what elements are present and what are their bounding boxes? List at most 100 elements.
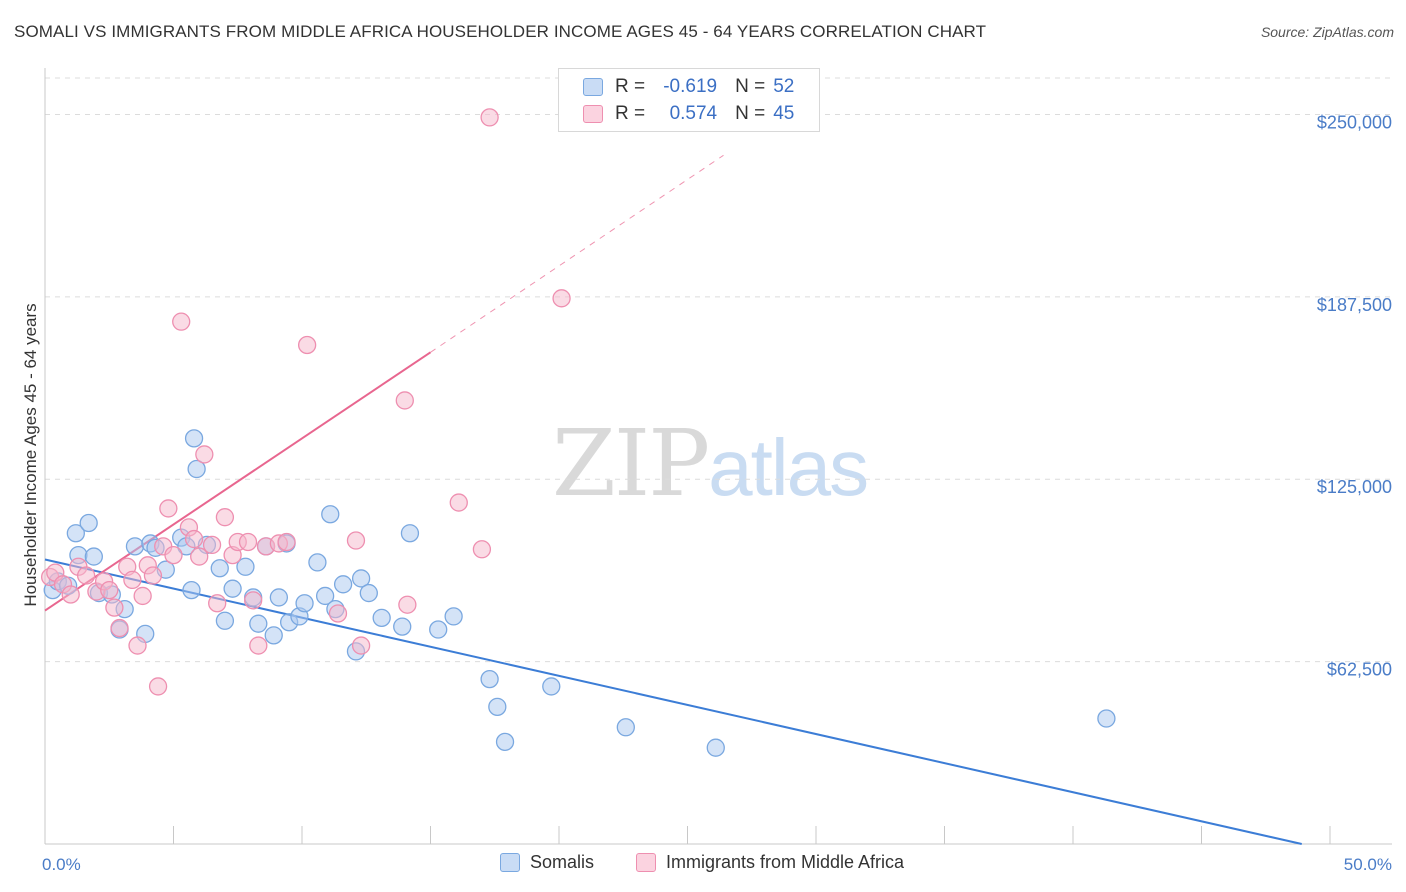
y-tick-label: $250,000 — [1317, 112, 1392, 132]
legend-n-label: N = — [735, 76, 766, 97]
legend-n-value-somalis: 52 — [773, 76, 795, 97]
data-point — [264, 626, 283, 645]
data-point — [488, 697, 507, 716]
legend-row-somalis: R = -0.619 N = 52 — [583, 74, 794, 100]
trend-lines — [44, 154, 1302, 845]
data-point — [333, 575, 353, 594]
legend-r-label: R = — [615, 76, 646, 97]
axis-labels: Householder Income Ages 45 - 64 years $6… — [21, 112, 1392, 874]
data-point — [393, 617, 412, 636]
data-point — [79, 513, 98, 533]
data-point — [208, 594, 227, 613]
data-point — [1097, 709, 1116, 728]
legend-swatch-middle-africa — [583, 105, 603, 123]
data-points — [40, 108, 1116, 757]
legend-swatch-somalis — [583, 78, 603, 96]
legend-label-middle-africa: Immigrants from Middle Africa — [666, 852, 905, 872]
data-point — [472, 540, 492, 559]
data-point — [195, 445, 214, 464]
data-point — [210, 559, 229, 578]
data-point — [249, 636, 268, 655]
data-point — [249, 614, 268, 633]
data-point — [184, 429, 204, 448]
data-point — [359, 583, 378, 603]
trend-line-extension — [430, 154, 724, 353]
legend-r-label: R = — [615, 103, 646, 124]
data-point — [236, 557, 255, 576]
data-point — [269, 588, 289, 607]
correlation-legend: R = -0.619 N = 52 R = 0.574 N = 45 — [558, 68, 820, 132]
data-point — [297, 335, 317, 355]
data-point — [480, 669, 499, 689]
legend-item-middle-africa[interactable]: Immigrants from Middle Africa — [636, 852, 904, 873]
chart-title: SOMALI VS IMMIGRANTS FROM MIDDLE AFRICA … — [14, 22, 987, 41]
data-point — [125, 537, 145, 556]
data-point — [184, 529, 204, 549]
data-point — [429, 620, 448, 639]
data-point — [133, 586, 152, 606]
data-point — [706, 738, 725, 757]
data-point — [616, 718, 635, 737]
data-point — [277, 532, 296, 552]
data-point — [315, 586, 335, 606]
source-label: Source: ZipAtlas.com — [1260, 24, 1394, 40]
data-point — [215, 611, 235, 630]
data-point — [110, 618, 129, 638]
series-legend: Somalis Immigrants from Middle Africa — [0, 852, 1406, 878]
y-tick-label: $187,500 — [1317, 295, 1392, 315]
legend-label-somalis: Somalis — [530, 852, 595, 872]
data-point — [215, 508, 235, 527]
watermark: ZIPatlas — [552, 410, 869, 517]
data-point — [295, 594, 314, 613]
data-point — [123, 570, 142, 590]
axes — [44, 68, 1392, 845]
data-point — [444, 607, 463, 626]
y-tick-label: $62,500 — [1327, 660, 1392, 680]
data-point — [128, 636, 147, 655]
data-point — [100, 580, 119, 600]
trend-line-middle-africa — [44, 351, 432, 612]
data-point — [202, 535, 222, 555]
data-point — [61, 585, 80, 604]
data-point — [351, 569, 371, 588]
data-point — [351, 636, 371, 655]
data-point — [449, 493, 468, 512]
data-point — [480, 108, 499, 127]
legend-item-somalis[interactable]: Somalis — [500, 852, 594, 873]
data-point — [328, 604, 348, 623]
legend-swatch-middle-africa — [636, 853, 656, 872]
data-point — [159, 499, 178, 518]
data-point — [84, 547, 103, 566]
trend-line-somalis — [44, 558, 1302, 845]
data-point — [148, 677, 168, 696]
data-point — [400, 524, 420, 543]
data-point — [244, 591, 263, 610]
series-middle-africa — [40, 108, 571, 696]
data-point — [542, 677, 561, 696]
data-point — [495, 732, 515, 752]
data-point — [164, 545, 183, 565]
legend-row-middle-africa: R = 0.574 N = 45 — [583, 101, 794, 127]
data-point — [321, 505, 340, 524]
data-point — [372, 608, 391, 627]
data-point — [76, 566, 96, 585]
x-tick-label-max: 50.0% — [1344, 855, 1392, 874]
data-point — [308, 553, 327, 572]
data-point — [552, 289, 571, 308]
legend-swatch-somalis — [500, 853, 520, 872]
data-point — [187, 459, 206, 479]
data-point — [395, 391, 414, 410]
data-point — [223, 579, 242, 598]
legend-r-value-middle-africa: 0.574 — [669, 103, 718, 124]
data-point — [105, 598, 124, 617]
data-point — [190, 547, 209, 566]
legend-n-value-middle-africa: 45 — [773, 103, 795, 124]
data-point — [238, 532, 258, 552]
watermark-atlas: atlas — [708, 423, 869, 512]
legend-r-value-somalis: -0.619 — [663, 76, 718, 97]
data-point — [346, 531, 366, 550]
y-axis-label: Householder Income Ages 45 - 64 years — [21, 303, 40, 606]
data-point — [66, 524, 85, 543]
x-tick-label-min: 0.0% — [42, 855, 81, 874]
